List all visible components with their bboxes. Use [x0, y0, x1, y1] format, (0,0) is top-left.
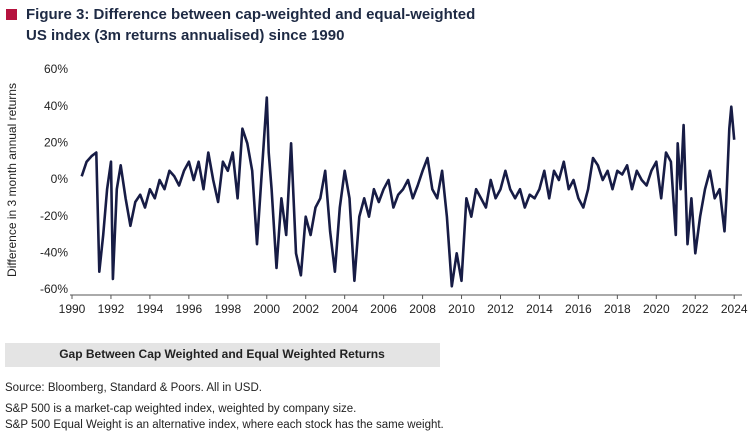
- x-tick-label: 2012: [487, 302, 514, 316]
- legend-label: Gap Between Cap Weighted and Equal Weigh…: [59, 347, 385, 361]
- x-tick-label: 2002: [292, 302, 319, 316]
- x-tick-label: 2018: [604, 302, 631, 316]
- x-tick-label: 2004: [331, 302, 358, 316]
- y-tick-label: 40%: [44, 99, 68, 113]
- x-tick-label: 2022: [682, 302, 709, 316]
- chart-title: Figure 3: Difference between cap-weighte…: [26, 6, 475, 23]
- legend-box: [5, 343, 440, 367]
- source-note: Source: Bloomberg, Standard & Poors. All…: [5, 382, 262, 394]
- y-tick-label: 20%: [44, 136, 68, 150]
- x-tick-label: 2024: [721, 302, 748, 316]
- note: S&P 500 is a market-cap weighted index, …: [5, 403, 356, 415]
- title-marker: [6, 9, 17, 20]
- y-tick-label: -40%: [40, 246, 68, 260]
- y-tick-label: 60%: [44, 62, 68, 76]
- x-tick-label: 2010: [448, 302, 475, 316]
- x-tick-label: 1992: [98, 302, 125, 316]
- y-axis-label: Difference in 3 month annual returns: [5, 83, 19, 277]
- x-tick-label: 1996: [176, 302, 203, 316]
- x-tick-label: 2006: [370, 302, 397, 316]
- y-tick-label: -20%: [40, 209, 68, 223]
- y-tick-label: 0%: [51, 172, 69, 186]
- x-tick-label: 2016: [565, 302, 592, 316]
- x-tick-label: 1998: [214, 302, 241, 316]
- x-tick-label: 2000: [253, 302, 280, 316]
- y-tick-label: -60%: [40, 282, 68, 296]
- x-tick-label: 2020: [643, 302, 670, 316]
- note: S&P 500 Equal Weight is an alternative i…: [5, 419, 444, 431]
- x-tick-label: 1990: [59, 302, 86, 316]
- x-tick-label: 2014: [526, 302, 553, 316]
- x-tick-label: 1994: [137, 302, 164, 316]
- chart-title: US index (3m returns annualised) since 1…: [26, 27, 344, 44]
- line-series: [80, 96, 736, 288]
- x-tick-label: 2008: [409, 302, 436, 316]
